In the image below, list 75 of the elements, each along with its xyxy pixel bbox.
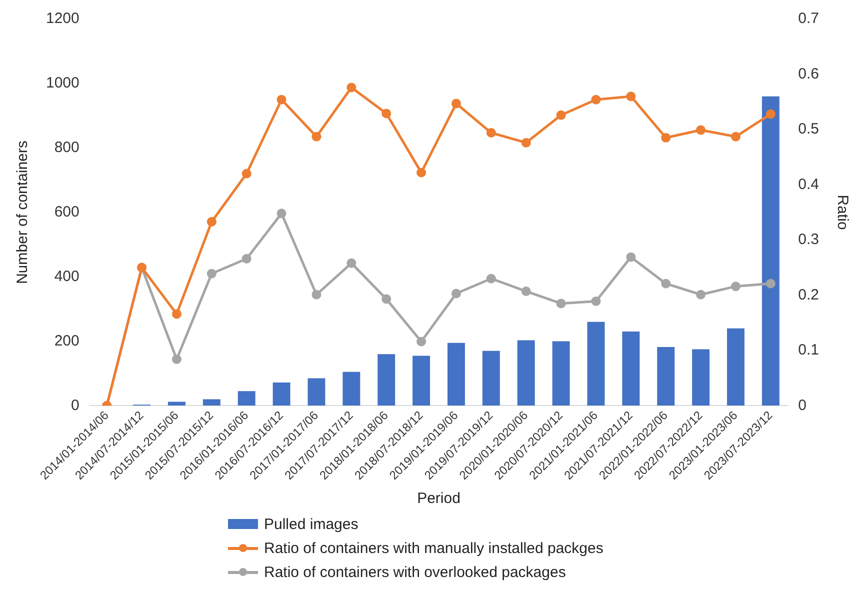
y-axis-title: Number of containers: [14, 140, 32, 284]
point: [521, 138, 531, 148]
bar: [447, 342, 465, 406]
y-tick-label: 0: [71, 396, 80, 414]
point: [416, 168, 426, 178]
point: [346, 82, 356, 92]
bar: [622, 332, 640, 406]
point: [451, 288, 461, 298]
y2-tick-label: 0.3: [798, 231, 820, 248]
y2-tick-label: 0.7: [798, 10, 820, 28]
point: [591, 94, 601, 104]
x-axis-title: Period: [417, 490, 460, 508]
point: [730, 132, 740, 142]
y2-tick-label: 0.1: [798, 342, 820, 359]
bar: [727, 328, 744, 406]
y-tick-label: 400: [54, 268, 80, 285]
point: [696, 125, 706, 135]
y2-tick-label: 0.4: [798, 176, 820, 193]
point: [276, 208, 286, 218]
bar: [552, 341, 570, 406]
bar: [762, 96, 780, 406]
bar: [482, 350, 500, 406]
point: [206, 216, 216, 226]
point: [416, 336, 426, 346]
legend-label: Ratio of containers with manually installed packges: [264, 540, 604, 556]
point: [312, 132, 322, 142]
y2-axis-title: Ratio: [834, 194, 851, 230]
y-tick-label: 1200: [46, 10, 80, 28]
bar: [587, 322, 605, 406]
point: [556, 298, 566, 308]
point: [312, 290, 322, 300]
bar: [517, 340, 535, 406]
point: [242, 254, 252, 264]
y2-tick-label: 0.5: [798, 120, 820, 138]
point: [451, 98, 461, 108]
y2-tick-label: 0: [798, 396, 806, 414]
point: [242, 168, 252, 178]
bar: [238, 391, 256, 406]
point: [766, 109, 776, 119]
bar: [272, 382, 290, 406]
legend-label: Pulled images: [264, 516, 358, 532]
point: [730, 282, 740, 292]
point: [521, 286, 531, 296]
legend-label: Ratio of containers with overlooked packages: [264, 564, 566, 580]
bar: [202, 399, 220, 406]
bar: [168, 402, 186, 406]
point: [346, 258, 356, 268]
bar: [692, 349, 710, 406]
bar: [342, 372, 360, 406]
point: [382, 294, 392, 304]
point: [382, 108, 392, 118]
point: [661, 133, 671, 143]
y-tick-label: 600: [54, 203, 80, 220]
y2-tick-label: 0.6: [798, 65, 820, 82]
point: [172, 309, 182, 319]
point: [486, 274, 496, 284]
point: [591, 296, 601, 306]
point: [766, 278, 776, 288]
point: [206, 268, 216, 278]
y-tick-label: 1000: [46, 74, 80, 92]
point: [626, 252, 636, 262]
point: [276, 94, 286, 104]
bar: [657, 347, 675, 406]
point: [661, 278, 671, 288]
point: [626, 92, 636, 102]
y-tick-label: 200: [54, 332, 80, 350]
point: [696, 290, 706, 300]
point: [172, 354, 182, 364]
point: [556, 110, 566, 120]
y-tick-label: 800: [54, 139, 80, 156]
point: [486, 128, 496, 138]
y2-tick-label: 0.2: [798, 286, 820, 304]
bar: [412, 356, 430, 406]
bar: [308, 378, 326, 406]
bar: [378, 354, 396, 406]
